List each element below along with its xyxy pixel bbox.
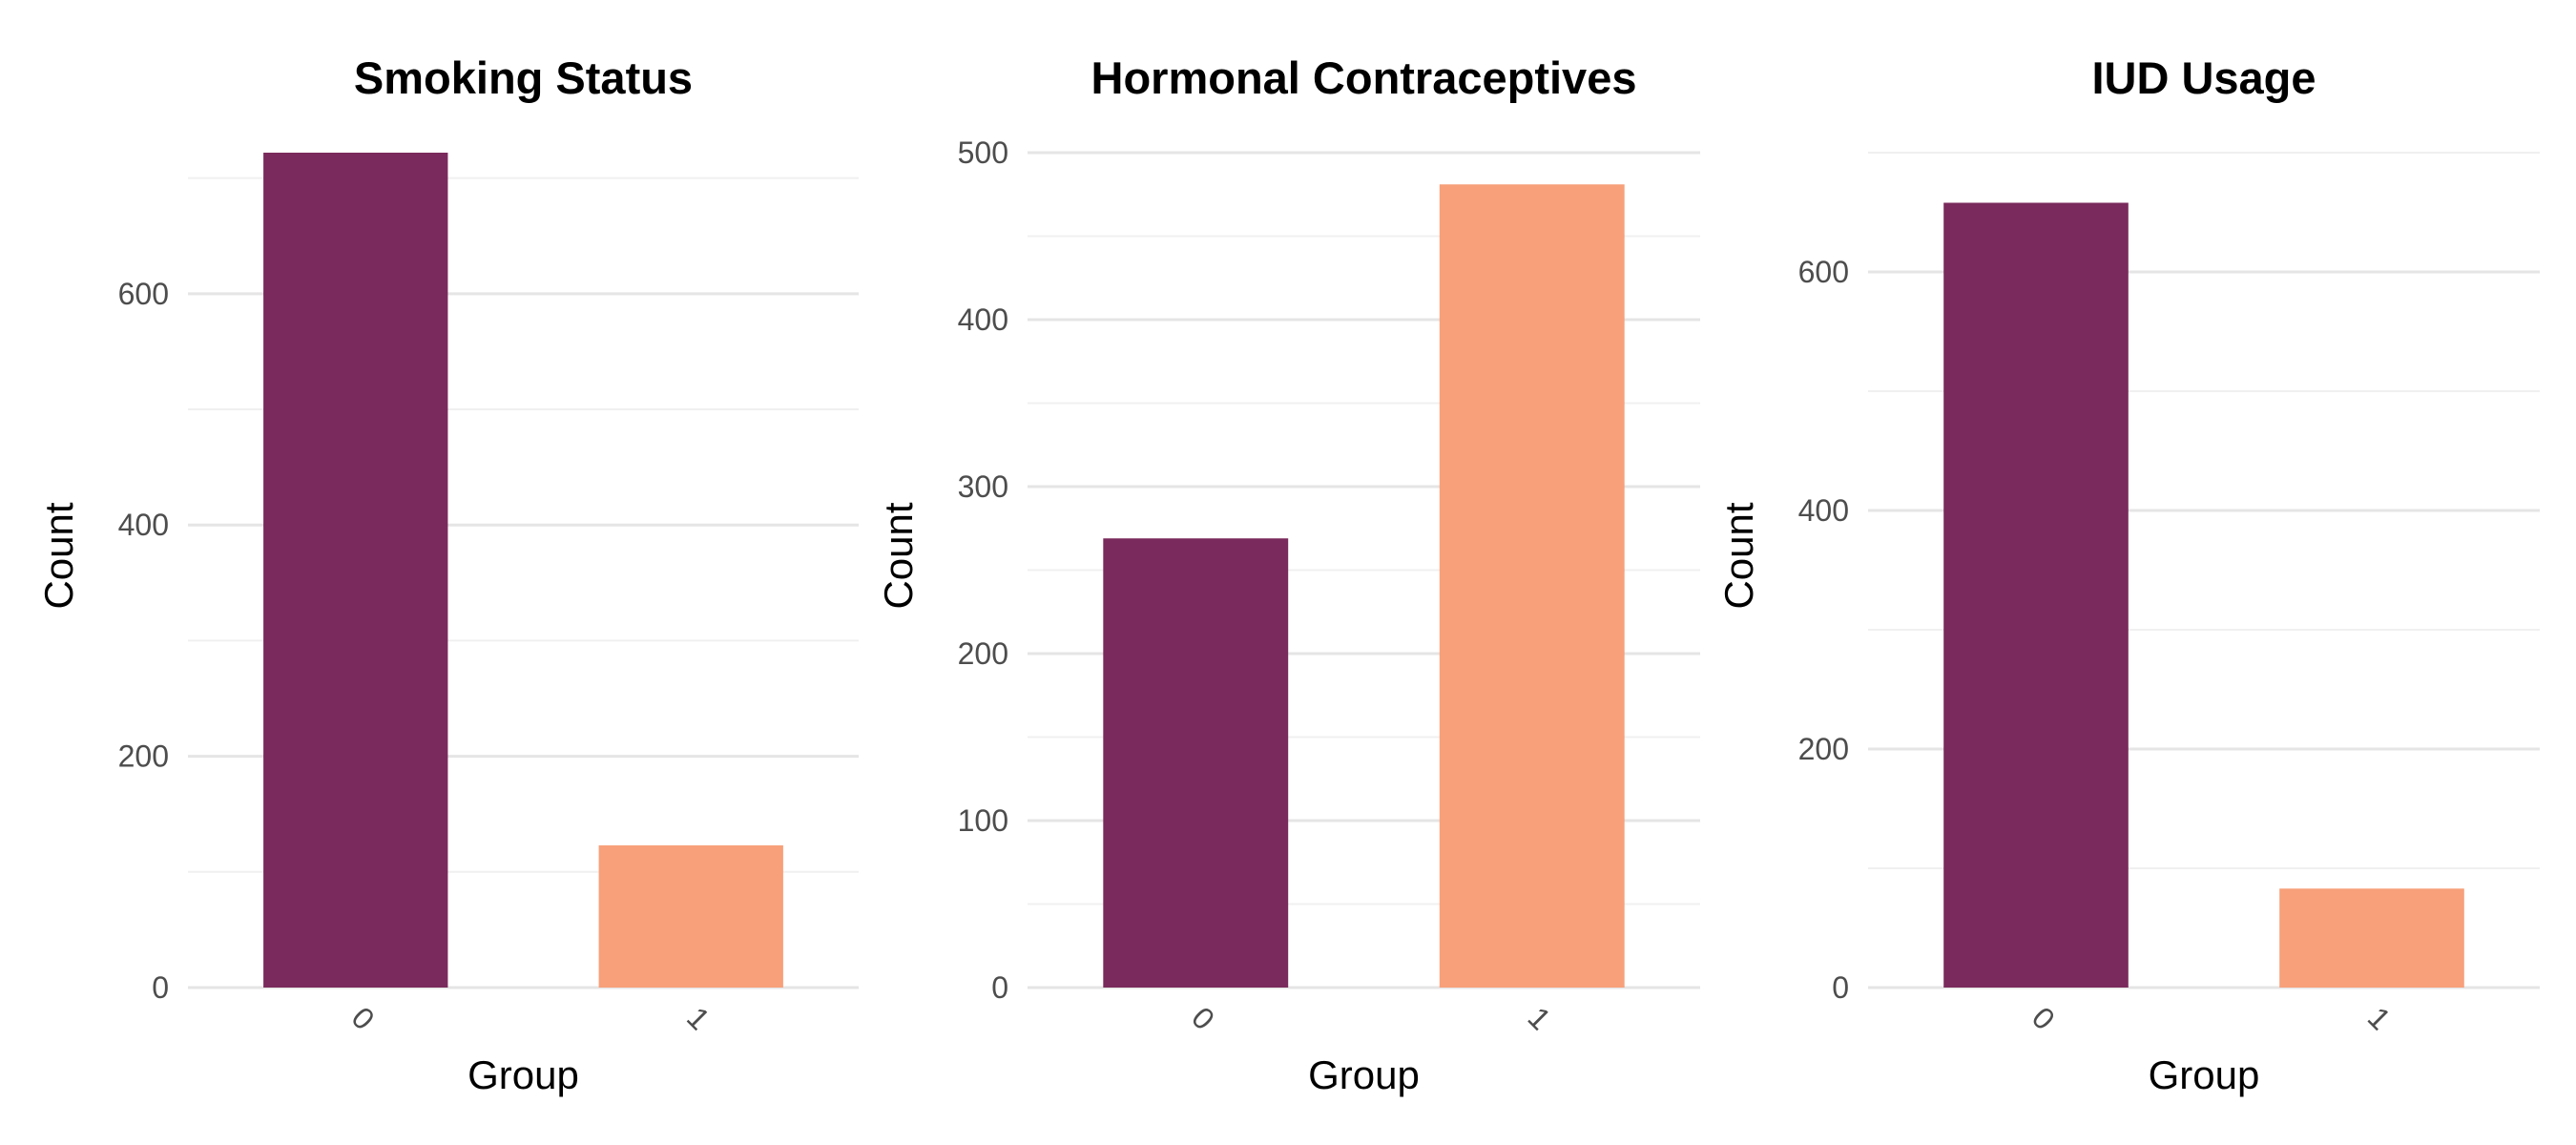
y-tick-label: 400 xyxy=(1798,493,1849,528)
x-tick-label: 1 xyxy=(1522,1000,1558,1036)
x-axis-title: Group xyxy=(2149,1052,2260,1097)
y-tick-label: 200 xyxy=(1798,732,1849,766)
chart-panel-2: 0 200 400 600 0 1 IUD Usage Group Count xyxy=(1716,52,2540,1097)
x-tick-label: 0 xyxy=(2025,1000,2062,1036)
y-axis-title: Count xyxy=(876,502,921,609)
bar-0 xyxy=(263,153,448,988)
y-tick-label: 600 xyxy=(1798,255,1849,289)
y-tick-label: 300 xyxy=(958,469,1008,504)
bar-1 xyxy=(1439,184,1625,988)
y-tick-label: 100 xyxy=(958,803,1008,838)
y-tick-label: 200 xyxy=(118,739,169,774)
chart-panel-0: 0 200 400 600 0 1 Smoking Status Group Count xyxy=(36,52,859,1097)
y-tick-label: 200 xyxy=(958,636,1008,671)
chart-title: Smoking Status xyxy=(354,52,693,103)
x-tick-label: 0 xyxy=(1185,1000,1221,1036)
y-tick-label: 0 xyxy=(152,970,169,1005)
y-tick-label: 600 xyxy=(118,277,169,311)
bar-1 xyxy=(598,844,783,988)
bar-0 xyxy=(1943,202,2129,988)
x-axis-title: Group xyxy=(1308,1052,1420,1097)
chart-title: Hormonal Contraceptives xyxy=(1091,52,1637,103)
x-axis-title: Group xyxy=(467,1052,579,1097)
x-tick-label: 1 xyxy=(680,1000,717,1036)
y-tick-label: 400 xyxy=(958,302,1008,337)
y-tick-label: 0 xyxy=(991,970,1008,1005)
y-axis-title: Count xyxy=(36,502,81,609)
bar-0 xyxy=(1103,538,1289,988)
y-tick-label: 500 xyxy=(958,135,1008,170)
chart-title: IUD Usage xyxy=(2091,52,2316,103)
y-tick-label: 400 xyxy=(118,508,169,542)
y-axis-title: Count xyxy=(1716,502,1761,609)
bar-1 xyxy=(2279,888,2464,988)
x-tick-label: 0 xyxy=(345,1000,382,1036)
y-tick-label: 0 xyxy=(1832,970,1849,1005)
x-tick-label: 1 xyxy=(2361,1000,2398,1036)
chart-panel-1: 0 100 200 300 400 500 0 1 Hormonal Contraceptive… xyxy=(876,52,1700,1097)
